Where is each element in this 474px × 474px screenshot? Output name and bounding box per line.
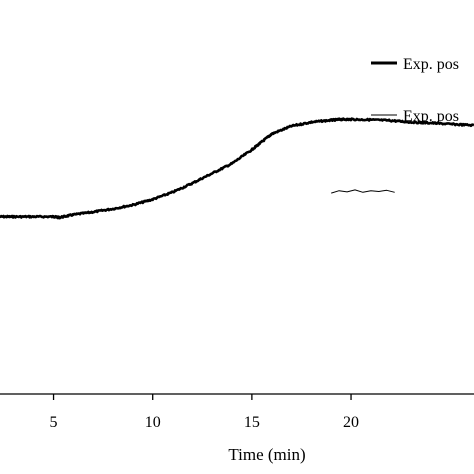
x-tick-label: 20	[343, 414, 359, 431]
x-axis-title: Time (min)	[228, 445, 305, 464]
x-ticks: 5 10 15 20	[50, 394, 359, 431]
x-tick-label: 10	[145, 414, 161, 431]
x-tick-label: 15	[244, 414, 260, 431]
series-line-1	[0, 117, 474, 220]
x-tick-label: 5	[50, 414, 58, 431]
series-lines	[0, 117, 474, 220]
series-line-2	[331, 189, 395, 194]
legend-label-1: Exp. pos	[403, 56, 459, 73]
legend-label-2: Exp. pos	[403, 108, 459, 125]
legend: Exp. pos Exp. pos	[371, 56, 459, 125]
